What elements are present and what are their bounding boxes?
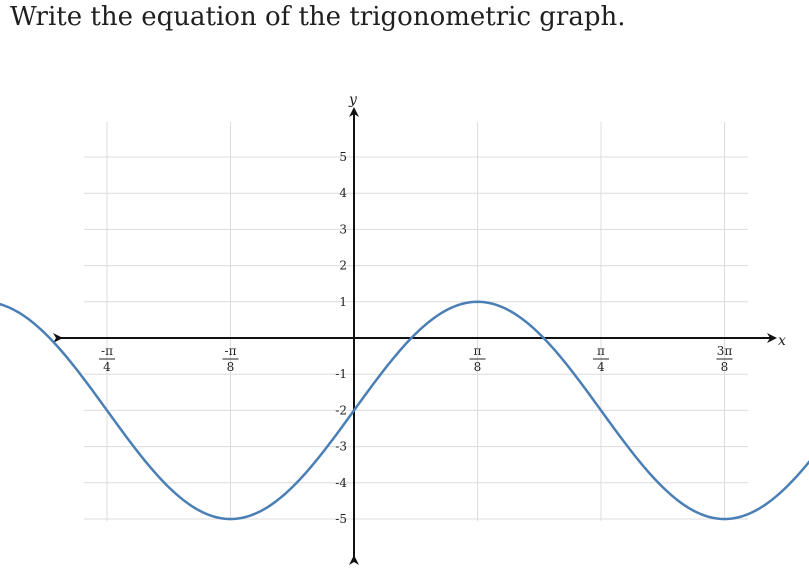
x-tick-numerator: π [597, 344, 605, 358]
x-tick-denominator: 8 [721, 360, 729, 374]
x-tick-denominator: 4 [103, 360, 111, 374]
question-text: Write the equation of the trigonometric … [10, 2, 626, 32]
y-tick-label: -4 [335, 476, 347, 490]
x-tick-numerator: π [474, 344, 482, 358]
y-tick-label: 1 [339, 295, 347, 309]
x-tick-denominator: 8 [227, 360, 235, 374]
x-tick-numerator: -π [225, 344, 237, 358]
y-axis-label: y [348, 92, 358, 108]
x-tick-label: π4 [593, 344, 609, 374]
axes [53, 107, 777, 565]
sine-curve [0, 300, 809, 521]
y-tick-label: -5 [335, 512, 347, 526]
y-tick-label: -3 [335, 440, 347, 454]
x-tick-numerator: 3π [717, 344, 733, 358]
x-tick-numerator: -π [101, 344, 113, 358]
x-axis-label: x [778, 333, 786, 349]
y-tick-label: 4 [339, 186, 347, 200]
y-tick-label: 2 [339, 259, 347, 273]
y-tick-label: 3 [339, 222, 347, 236]
y-tick-label: 5 [339, 150, 347, 164]
x-tick-label: π8 [469, 344, 486, 374]
x-tick-labels: -π2-3π8-π4-π8π8π43π8π25π83π4 [99, 344, 733, 374]
x-tick-denominator: 4 [597, 360, 605, 374]
x-tick-denominator: 8 [474, 360, 482, 374]
grid-lines [84, 122, 748, 521]
y-tick-label: -1 [335, 367, 347, 381]
x-tick-label: -π 4 [99, 344, 115, 374]
x-tick-label: -π 8 [222, 344, 239, 374]
x-tick-label: 3π8 [716, 344, 733, 374]
y-tick-label: -2 [335, 403, 347, 417]
